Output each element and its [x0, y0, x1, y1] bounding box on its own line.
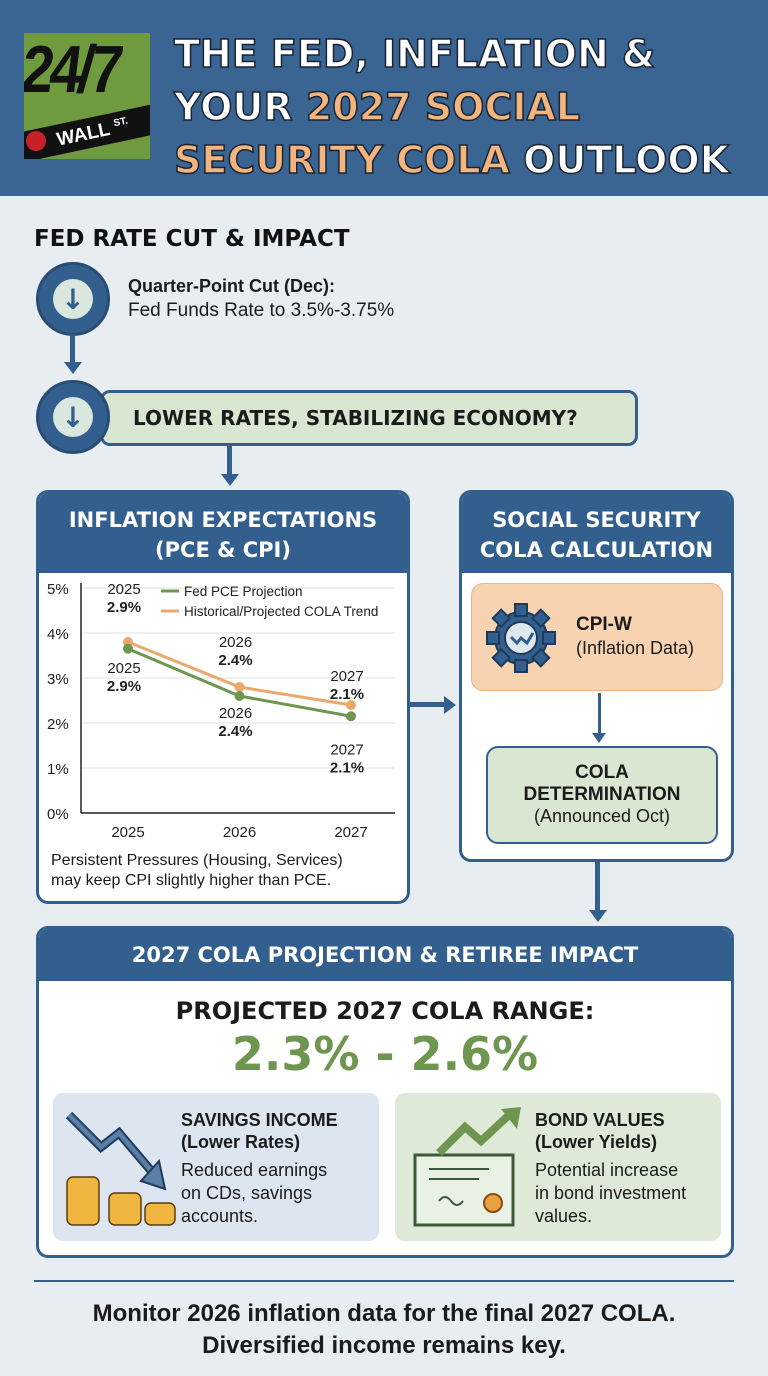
- arrow-right-connector: [444, 696, 456, 714]
- bonds-body-1: Potential increase: [535, 1160, 679, 1180]
- x-tick-label: 2027: [334, 824, 367, 841]
- stabilizing-banner: LOWER RATES, STABILIZING ECONOMY?: [100, 390, 638, 446]
- gear-chart-icon: [486, 603, 556, 673]
- y-tick-label: 4%: [47, 626, 69, 643]
- connector: [70, 334, 75, 364]
- y-tick-label: 5%: [47, 581, 69, 598]
- connector: [227, 446, 232, 476]
- divider: [34, 1280, 734, 1282]
- projection-panel: 2027 COLA PROJECTION & RETIREE IMPACT PR…: [36, 926, 734, 1258]
- page-title: THE FED, INFLATION & YOUR 2027 SOCIAL SE…: [173, 28, 764, 187]
- connector: [410, 702, 446, 707]
- arrow-down-icon: ↓: [53, 397, 93, 437]
- y-tick-label: 0%: [47, 806, 69, 823]
- title-line-3b: OUTLOOK: [509, 137, 730, 183]
- cola-calc-title-1: SOCIAL SECURITY: [492, 508, 701, 532]
- note-line-1: Persistent Pressures (Housing, Services): [51, 852, 343, 869]
- data-label-value: 2.4%: [218, 723, 252, 740]
- data-label-value: 2.4%: [218, 652, 252, 669]
- x-tick-label: 2026: [223, 824, 256, 841]
- arrow-down-connector: [64, 362, 82, 374]
- cola-calc-title: SOCIAL SECURITY COLA CALCULATION: [462, 493, 731, 573]
- savings-body-3: accounts.: [181, 1206, 259, 1226]
- cut-detail: Fed Funds Rate to 3.5%-3.75%: [128, 300, 395, 321]
- det-line-1: COLA: [575, 762, 629, 783]
- inflation-panel: INFLATION EXPECTATIONS (PCE & CPI) 0% 1% 2…: [36, 490, 410, 904]
- legend-label: Historical/Projected COLA Trend: [184, 604, 378, 619]
- data-label-year: 2025: [107, 660, 140, 677]
- y-tick-label: 2%: [47, 716, 69, 733]
- bond-certificate-icon: [413, 1107, 521, 1227]
- inflation-title-2: (PCE & CPI): [155, 538, 291, 562]
- data-point: [234, 682, 245, 692]
- title-line-2a: YOUR: [173, 84, 306, 130]
- inflation-title-1: INFLATION EXPECTATIONS: [68, 508, 378, 532]
- title-line-2b: 2027 SOCIAL: [305, 84, 581, 130]
- note-line-2: may keep CPI slightly higher than PCE.: [51, 872, 332, 889]
- inflation-title: INFLATION EXPECTATIONS (PCE & CPI): [39, 493, 407, 573]
- cpi-w-title: CPI-W: [576, 614, 632, 635]
- arrow-down-connector: [589, 910, 607, 922]
- cut-title: Quarter-Point Cut (Dec):: [128, 276, 335, 296]
- projection-title: 2027 COLA PROJECTION & RETIREE IMPACT: [39, 929, 731, 981]
- wall-st-logo: 24/7 WALL ST.: [24, 33, 150, 159]
- footer-line-1: Monitor 2026 inflation data for the fina…: [92, 1300, 676, 1327]
- cola-calc-panel: SOCIAL SECURITY COLA CALCULATION CPI-W (…: [459, 490, 734, 862]
- title-line-3a: SECURITY COLA: [173, 137, 510, 183]
- y-tick-label: 3%: [47, 671, 69, 688]
- title-line-1: THE FED, INFLATION &: [173, 31, 656, 77]
- savings-subtitle: (Lower Rates): [181, 1132, 301, 1152]
- cola-determination-box: COLA DETERMINATION (Announced Oct): [486, 746, 718, 844]
- arrow-down-icon: ↓: [53, 279, 93, 319]
- stabilizing-circle: ↓: [36, 380, 110, 454]
- coins-down-icon: [65, 1111, 176, 1226]
- bonds-card: BOND VALUES (Lower Yields) Potential inc…: [395, 1093, 721, 1241]
- fed-heading: FED RATE CUT & IMPACT: [34, 226, 350, 252]
- inflation-chart: 0% 1% 2% 3% 4% 5% 2025 2026 2027 Fed PCE Projecti…: [47, 581, 395, 841]
- footer-line-2: Diversified income remains key.: [202, 1332, 566, 1359]
- logo-mark: 24/7: [24, 33, 124, 108]
- connector: [595, 862, 600, 910]
- rate-cut-circle: ↓: [36, 262, 110, 336]
- bonds-subtitle: (Lower Yields): [535, 1132, 658, 1152]
- savings-card: SAVINGS INCOME (Lower Rates) Reduced ear…: [53, 1093, 379, 1241]
- savings-body-2: on CDs, savings: [181, 1183, 313, 1203]
- savings-body-1: Reduced earnings: [181, 1160, 328, 1180]
- data-point: [346, 711, 356, 722]
- bonds-body-3: values.: [535, 1206, 593, 1226]
- data-label-year: 2027: [330, 741, 363, 758]
- savings-title: SAVINGS INCOME: [181, 1110, 338, 1130]
- det-line-2: DETERMINATION: [523, 784, 681, 805]
- cpi-w-sub: (Inflation Data): [576, 638, 695, 658]
- header-banner: 24/7 WALL ST. THE FED, INFLATION & YOUR 2…: [0, 0, 768, 196]
- data-point: [346, 700, 356, 710]
- data-label-year: 2025: [107, 581, 140, 598]
- arrow-down-connector: [592, 733, 606, 743]
- data-label-year: 2027: [330, 668, 363, 685]
- data-point: [234, 691, 245, 701]
- arrow-down-connector: [221, 474, 239, 486]
- det-sub: (Announced Oct): [533, 806, 671, 826]
- data-label-year: 2026: [219, 634, 252, 651]
- x-tick-label: 2025: [111, 824, 144, 841]
- cola-calc-title-2: COLA CALCULATION: [479, 538, 714, 562]
- data-label-value: 2.1%: [330, 686, 364, 703]
- cpi-w-box: CPI-W (Inflation Data): [471, 583, 723, 691]
- data-point: [123, 643, 133, 654]
- data-label-value: 2.9%: [107, 678, 141, 695]
- y-tick-label: 1%: [47, 761, 69, 778]
- bonds-body-2: in bond investment: [535, 1183, 687, 1203]
- data-label-value: 2.9%: [107, 599, 141, 616]
- data-label-year: 2026: [219, 705, 252, 722]
- legend-label: Fed PCE Projection: [184, 584, 303, 599]
- range-value: 2.3% - 2.6%: [231, 1027, 539, 1081]
- connector: [598, 693, 601, 733]
- bonds-title: BOND VALUES: [535, 1110, 665, 1130]
- data-label-value: 2.1%: [330, 759, 364, 776]
- range-label: PROJECTED 2027 COLA RANGE:: [175, 997, 595, 1025]
